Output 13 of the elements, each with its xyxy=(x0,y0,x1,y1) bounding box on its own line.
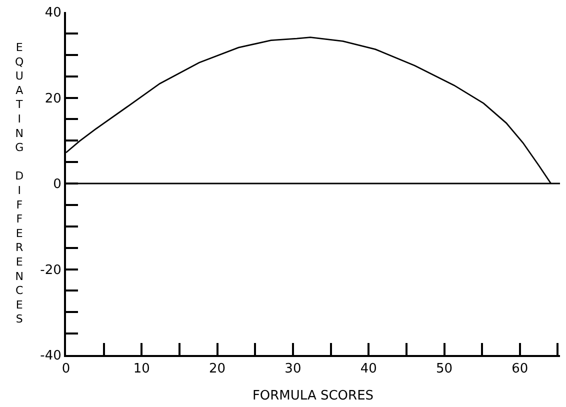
x-tick-label: 30 xyxy=(284,362,302,377)
x-tick-label: 60 xyxy=(512,362,528,377)
y-tick-label: 0 xyxy=(53,177,62,192)
x-tick-label: 10 xyxy=(133,362,150,377)
x-tick-label: 20 xyxy=(209,362,226,377)
y-tick-label: -40 xyxy=(40,348,62,364)
y-tick-label: 40 xyxy=(44,6,62,21)
y-tick-label: -20 xyxy=(40,262,62,278)
text: EQUATING DIFFERENCES xyxy=(15,41,24,326)
x-tick-label: 40 xyxy=(360,362,377,377)
x-axis-title: FORMULA SCORES xyxy=(252,388,374,404)
x-tick-label: 50 xyxy=(436,362,453,377)
y-tick-label: 20 xyxy=(44,91,62,106)
